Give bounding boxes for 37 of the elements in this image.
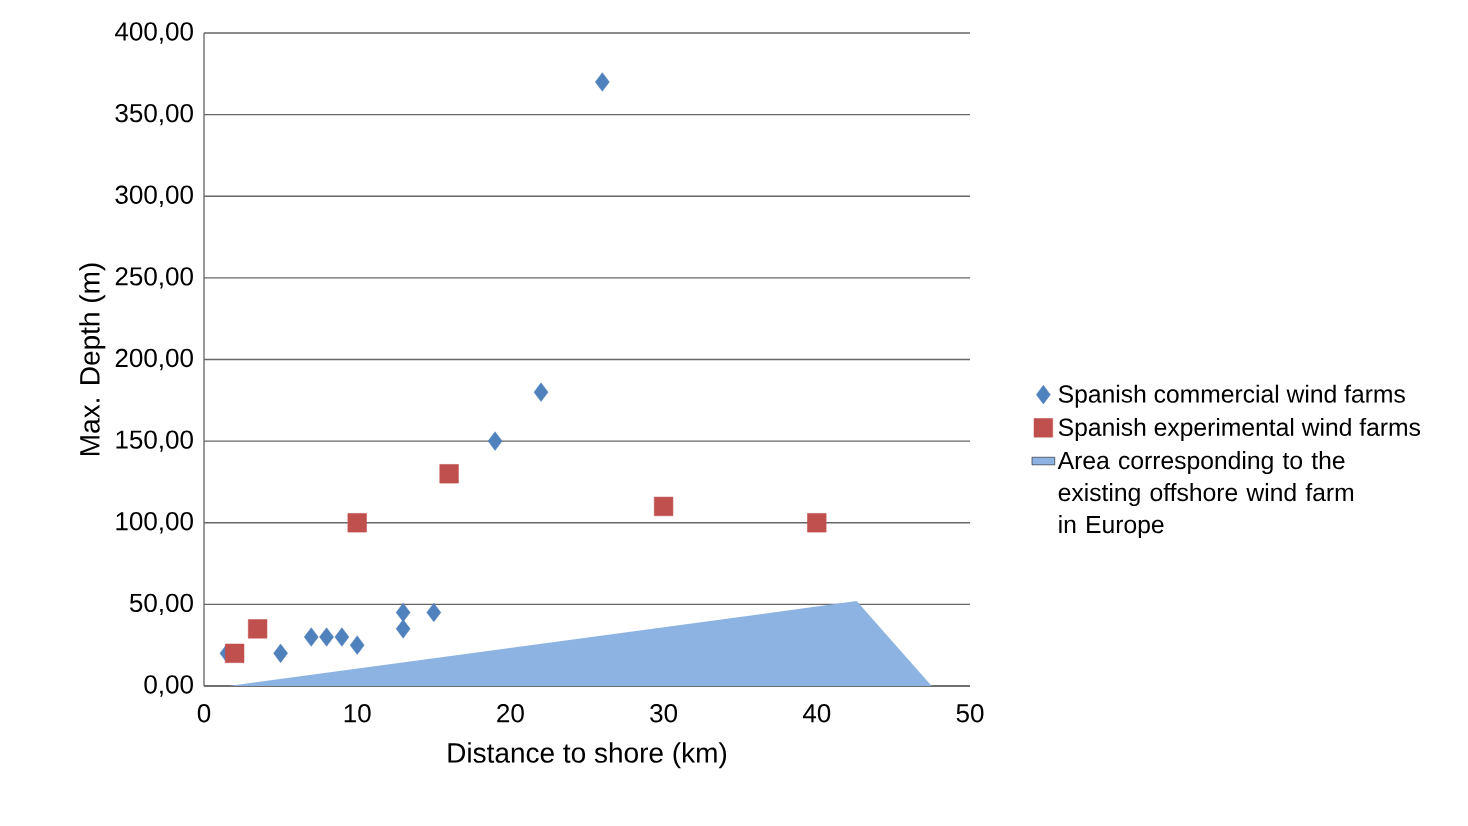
point <box>487 431 503 451</box>
point <box>303 627 319 647</box>
y-tick-label: 150,00 <box>116 430 193 452</box>
x-tick-label: 40 <box>802 704 831 723</box>
point <box>595 72 610 92</box>
point <box>225 643 245 663</box>
point <box>439 464 459 484</box>
point <box>273 643 288 663</box>
x-tick-label: 30 <box>650 704 678 723</box>
y-tick-label: 400,00 <box>115 22 193 44</box>
point <box>654 496 674 517</box>
point <box>807 513 827 533</box>
y-tick-label: 250,00 <box>115 267 193 289</box>
y-tick-label: 200,00 <box>115 348 193 371</box>
y-axis-title: Max. Depth (m) <box>79 263 106 455</box>
legend-label: Spanish experimental wind farms <box>1058 417 1421 441</box>
y-tick-label: 300,00 <box>115 185 193 207</box>
point <box>395 619 411 639</box>
y-tick-label: 100,00 <box>116 512 193 534</box>
point <box>248 619 268 639</box>
x-tick-label: 10 <box>344 704 371 723</box>
x-tick-label: 50 <box>956 704 984 723</box>
point <box>395 602 411 623</box>
legend-label: Area corresponding to the existing offshore wind farm in Europe <box>1057 451 1354 539</box>
point <box>347 513 367 533</box>
point <box>334 627 350 647</box>
y-tick-label: 50,00 <box>129 593 193 616</box>
point <box>426 602 442 623</box>
y-tick-label: 350,00 <box>115 103 193 126</box>
x-axis-title: Distance to shore (km) <box>448 742 727 769</box>
point <box>349 635 365 655</box>
point <box>533 382 549 402</box>
x-tick-label: 0 <box>197 704 211 723</box>
x-tick-label: 20 <box>497 704 524 723</box>
legend-label: Spanish commercial wind farms <box>1058 384 1405 408</box>
point <box>319 627 334 647</box>
y-tick-label: 0,00 <box>144 675 193 697</box>
